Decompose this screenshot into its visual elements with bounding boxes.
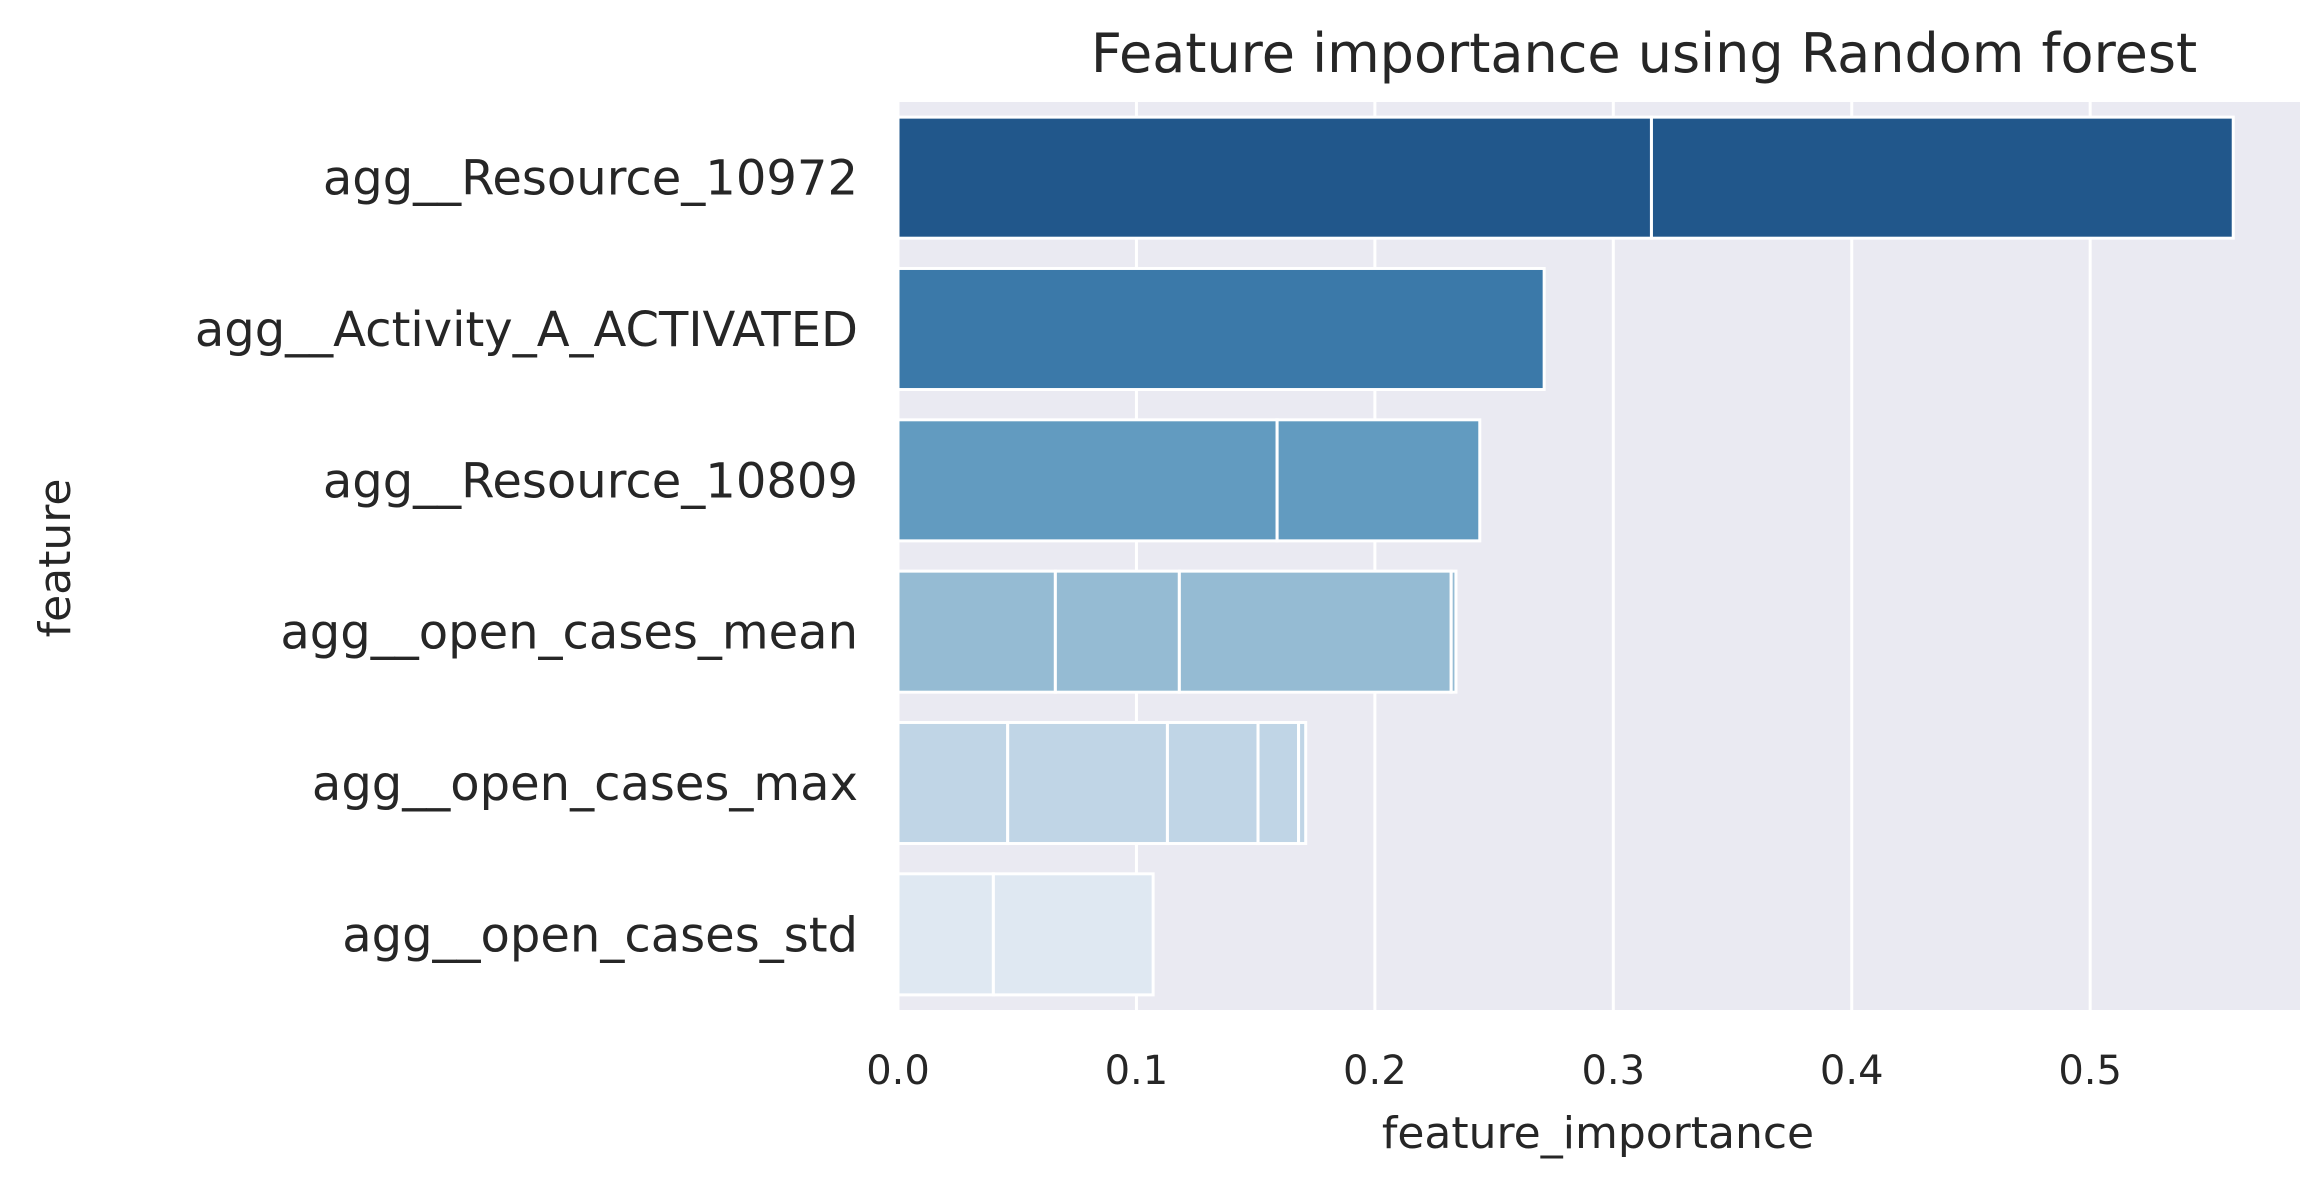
bar-segment	[1449, 569, 1458, 694]
y-tick-label: agg__open_cases_mean	[280, 605, 858, 661]
y-tick-label: agg__Resource_10972	[323, 151, 858, 207]
bar-segment	[1006, 720, 1169, 846]
y-tick-label: agg__open_cases_max	[312, 756, 858, 812]
bar-segment	[1165, 720, 1260, 846]
x-tick-label: 0.4	[1820, 1048, 1884, 1094]
x-axis-label: feature_importance	[1382, 1108, 1814, 1159]
x-tick-label: 0.0	[866, 1048, 930, 1094]
bar-agg__open_cases_std	[896, 872, 1155, 997]
bar-segment	[1053, 569, 1181, 694]
y-axis-label: feature	[30, 479, 81, 638]
y-tick-label: agg__Resource_10809	[323, 453, 858, 509]
bar-agg__open_cases_mean	[896, 569, 1458, 694]
bar-segment	[896, 418, 1279, 543]
x-tick-labels: 0.0 0.1 0.2 0.3 0.4 0.5	[866, 1048, 2122, 1094]
bar-segment	[1297, 720, 1308, 846]
x-tick-label: 0.1	[1105, 1048, 1169, 1094]
plot-area	[898, 102, 2300, 1010]
x-tick-label: 0.3	[1581, 1048, 1645, 1094]
chart-title: Feature importance using Random forest	[1091, 22, 2197, 85]
bar-agg__open_cases_max	[896, 720, 1308, 846]
y-tick-label: agg__Activity_A_ACTIVATED	[195, 302, 858, 358]
bar-agg__Resource_10972	[896, 115, 2235, 240]
bar-segment	[1275, 418, 1482, 543]
bar-segment	[1649, 115, 2235, 240]
bar-segment	[1256, 720, 1301, 846]
bar-segment	[896, 872, 995, 997]
bar-segment	[896, 115, 1653, 240]
y-tick-label: agg__open_cases_std	[342, 907, 858, 963]
x-tick-label: 0.5	[2058, 1048, 2122, 1094]
bar-segment	[896, 720, 1010, 846]
y-tick-labels: agg__Resource_10972 agg__Activity_A_ACTIV…	[195, 151, 858, 964]
bar-segment	[991, 872, 1155, 997]
gridlines	[896, 102, 2092, 1010]
bar-segment	[896, 569, 1057, 694]
bar-segment	[896, 266, 1546, 392]
bar-agg__Activity_A_ACTIVATED	[896, 266, 1546, 392]
x-tick-label: 0.2	[1343, 1048, 1407, 1094]
bars	[896, 115, 2235, 997]
bar-segment	[1177, 569, 1453, 694]
bar-agg__Resource_10809	[896, 418, 1482, 543]
